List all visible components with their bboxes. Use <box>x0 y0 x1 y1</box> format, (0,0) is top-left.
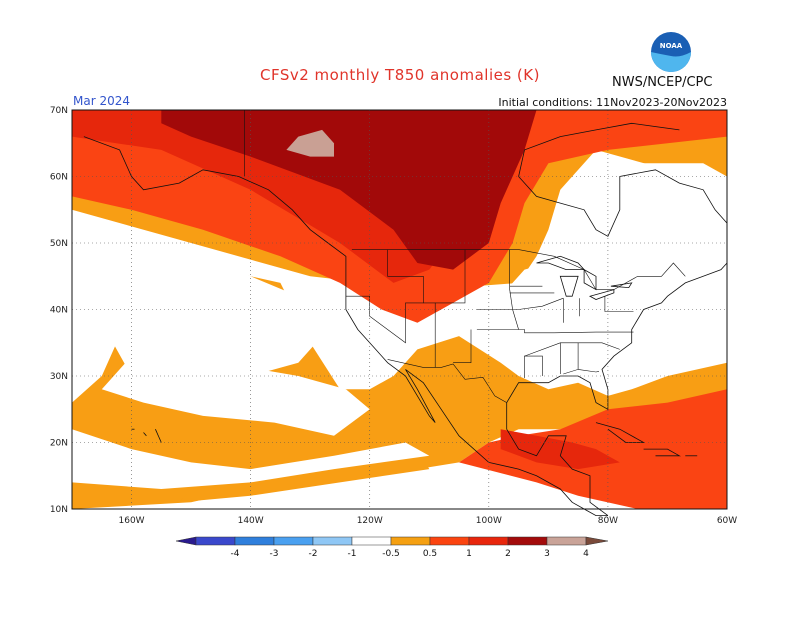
latitude-labels: 70N 60N 50N 40N 30N 20N 10N <box>50 106 68 515</box>
coastline <box>518 122 680 177</box>
colorbar-swatch <box>507 536 548 546</box>
political-border <box>387 249 466 304</box>
near-zero-region <box>72 229 323 383</box>
lat-label: 70N <box>50 106 68 116</box>
great-lake <box>559 275 579 297</box>
colorbar-swatch <box>234 536 275 546</box>
lat-label: 40N <box>50 306 68 316</box>
map-area <box>71 109 728 516</box>
lon-label: 140W <box>238 516 264 526</box>
political-border <box>509 249 519 330</box>
map-frame <box>71 109 728 510</box>
colorbar-label: 2 <box>505 549 511 559</box>
gridlines <box>72 110 727 509</box>
initial-conditions: Initial conditions: 11Nov2023-20Nov2023 <box>498 96 727 109</box>
coastline <box>583 508 608 516</box>
coastline <box>643 448 681 457</box>
lat-label: 60N <box>50 173 68 183</box>
colorbar-label: 4 <box>583 549 589 559</box>
lon-label: 60W <box>717 516 737 526</box>
lon-label: 120W <box>357 516 383 526</box>
lat-label: 50N <box>50 239 68 249</box>
political-border <box>387 359 507 403</box>
colorbar-swatch <box>273 536 314 546</box>
colorbar-swatch <box>468 536 509 546</box>
colorbar <box>175 536 609 546</box>
lon-label: 80W <box>598 516 618 526</box>
colorbar-label: -2 <box>309 549 318 559</box>
lat-label: 30N <box>50 372 68 382</box>
lon-label: 160W <box>119 516 145 526</box>
colorbar-label: -0.5 <box>382 549 400 559</box>
political-border <box>351 249 686 290</box>
coastline <box>506 402 609 516</box>
political-border <box>563 369 600 375</box>
political-border <box>345 295 424 344</box>
colorbar-arrow-right <box>585 536 609 546</box>
colorbar-label: -4 <box>231 549 240 559</box>
great-lake <box>610 282 633 289</box>
colorbar-swatch <box>429 536 470 546</box>
colorbar-arrow-left <box>175 536 197 546</box>
anomaly-region <box>286 129 334 157</box>
valid-month: Mar 2024 <box>73 94 130 108</box>
lat-label: 10N <box>50 505 68 515</box>
colorbar-label: -3 <box>270 549 279 559</box>
coastline <box>143 432 147 437</box>
political-border <box>476 297 564 310</box>
noaa-logo: NOAA <box>651 32 691 72</box>
near-zero-region <box>72 429 430 489</box>
political-border <box>524 355 543 378</box>
coastline <box>595 422 646 443</box>
near-zero-region <box>488 243 727 383</box>
political-border <box>604 296 634 312</box>
political-border <box>524 342 620 357</box>
colorbar-label: 3 <box>544 549 550 559</box>
colorbar-label: -1 <box>348 549 357 559</box>
political-border <box>453 329 472 364</box>
colorbar-swatch <box>546 536 587 546</box>
colorbar-swatch <box>312 536 353 546</box>
great-lake <box>588 289 615 300</box>
coastline <box>155 429 162 443</box>
political-border <box>476 329 634 334</box>
lon-label: 100W <box>476 516 502 526</box>
noaa-logo-text: NOAA <box>660 42 683 50</box>
agency-label: NWS/NCEP/CPC <box>612 75 713 90</box>
colorbar-swatch <box>390 536 431 546</box>
chart-title: CFSv2 monthly T850 anomalies (K) <box>260 66 540 84</box>
longitude-labels: 160W 140W 120W 100W 80W 60W <box>119 516 738 526</box>
colorbar-swatch <box>351 536 392 546</box>
anomaly-field <box>72 110 727 509</box>
anomaly-region <box>500 429 620 470</box>
colorbar-label: 0.5 <box>423 549 437 559</box>
lat-label: 20N <box>50 439 68 449</box>
anomaly-region <box>161 110 537 270</box>
colorbar-labels: -4 -3 -2 -1 -0.5 0.5 1 2 3 4 <box>231 549 590 559</box>
coastline <box>518 169 728 237</box>
colorbar-label: 1 <box>466 549 472 559</box>
colorbar-swatch <box>195 536 236 546</box>
